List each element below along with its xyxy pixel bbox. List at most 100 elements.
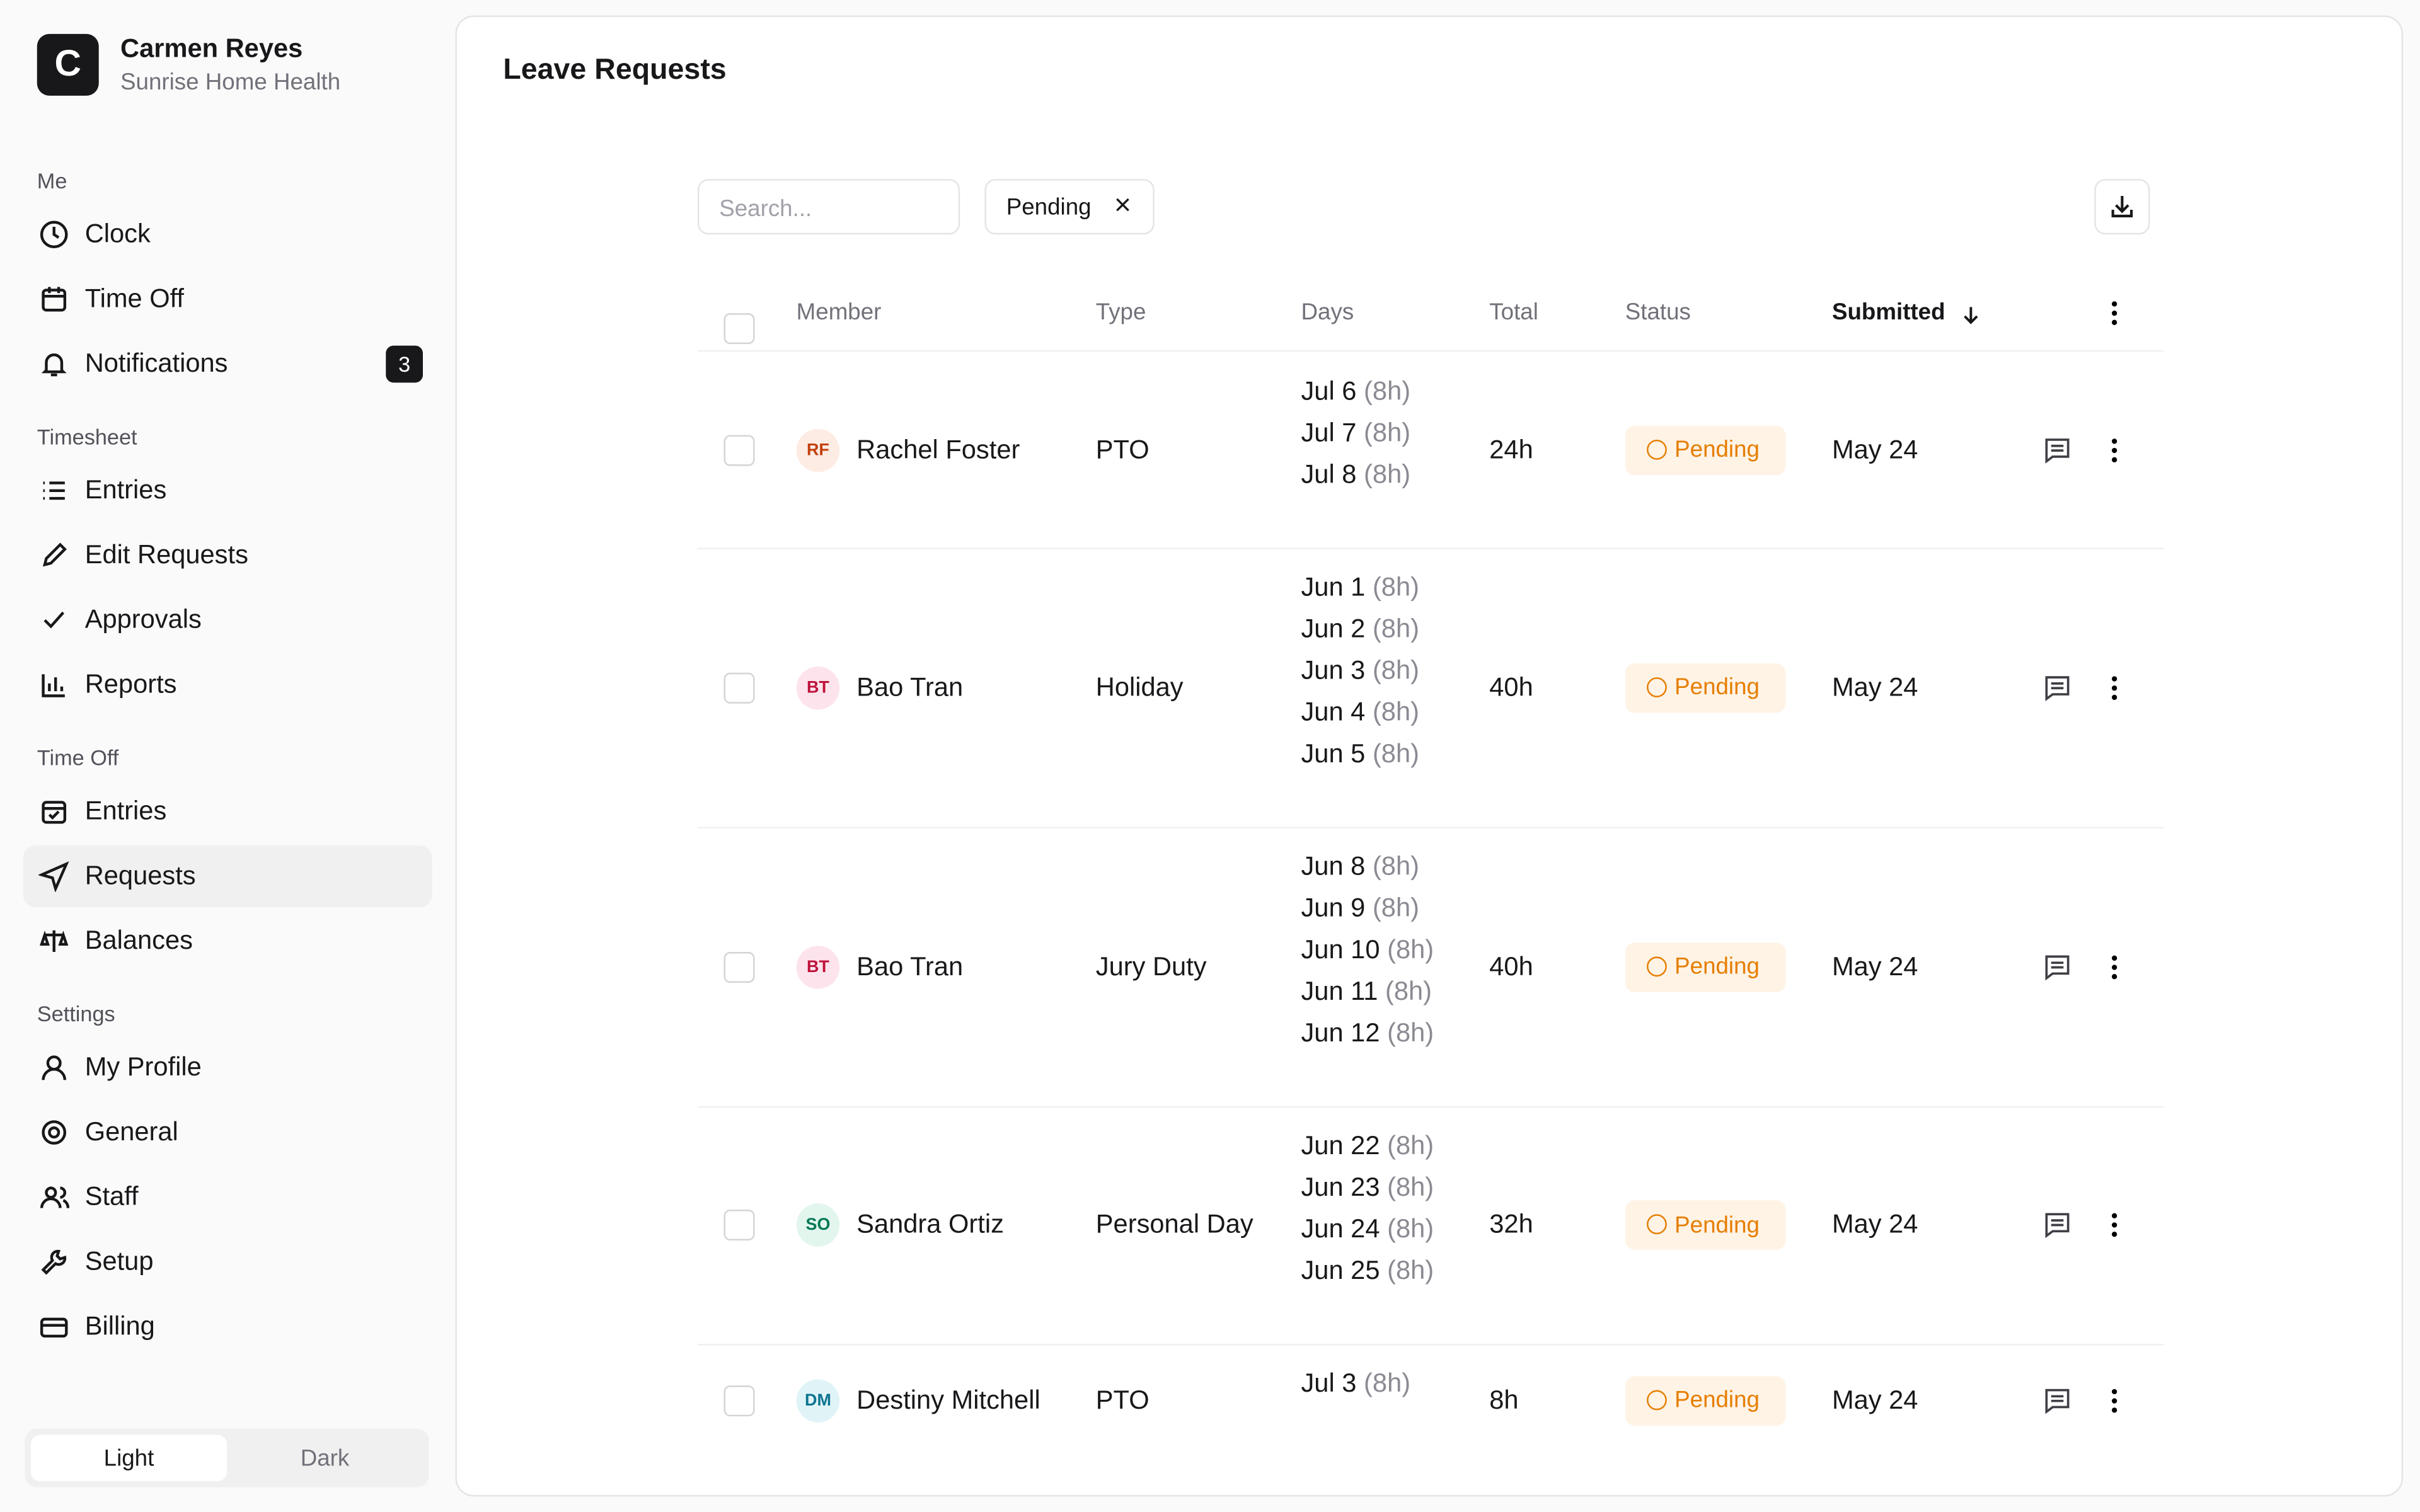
nav-icon [42,287,67,312]
day-date: Jun 8 [1301,851,1366,881]
comment-button[interactable] [2042,1210,2073,1248]
nav-label: Edit Requests [84,540,248,570]
sidebar: C Carmen Reyes Sunrise Home Health Me Clo… [0,0,454,1512]
theme-dark[interactable]: Dark [300,1445,350,1472]
day-date: Jun 9 [1301,893,1366,923]
nav-label: Clock [84,219,151,249]
leave-type: Holiday [1095,672,1184,702]
more-button[interactable] [2108,672,2121,711]
nav-item[interactable]: Reports [23,654,432,716]
day-hours: (8h) [1385,976,1432,1006]
status-badge: Pending [1625,425,1786,475]
nav-item[interactable]: My Profile [23,1037,432,1099]
filter-chip[interactable]: Pending [984,179,1155,235]
theme-light[interactable]: Light [30,1435,228,1482]
avatar: BT [796,665,840,709]
row-checkbox[interactable] [723,434,755,466]
nav-item[interactable]: Billing [23,1296,432,1358]
day-hours: (8h) [1364,459,1411,490]
nav-item[interactable]: General [23,1102,432,1164]
nav-item[interactable]: Balances [23,910,432,972]
comment-button[interactable] [2042,672,2073,711]
day-hours: (8h) [1364,418,1411,448]
nav-item[interactable]: Notifications 3 [23,333,432,395]
nav-icon [40,220,68,249]
divider [697,1344,2164,1346]
day-entry: Jun 3 (8h) [1301,656,1419,687]
day-entry: Jun 4 (8h) [1301,697,1419,728]
comment-button[interactable] [2042,434,2073,472]
logo: C [37,33,99,96]
column-header: Days [1301,299,1354,326]
day-entry: Jun 24 (8h) [1301,1214,1434,1245]
nav-label: My Profile [84,1052,202,1082]
status-badge: Pending [1625,1375,1786,1425]
row-checkbox[interactable] [723,1384,755,1416]
nav-icon [42,1055,67,1080]
row-checkbox[interactable] [723,951,755,982]
submitted: May 24 [1831,1384,1918,1414]
avatar: DM [796,1378,840,1422]
nav-item[interactable]: Setup [23,1231,432,1293]
nav-icon [43,611,65,629]
day-hours: (8h) [1364,376,1411,406]
more-button[interactable] [2108,1385,2121,1423]
column-header: Total [1489,299,1538,326]
day-hours: (8h) [1372,893,1419,923]
day-entry: Jun 23 (8h) [1301,1172,1434,1203]
sort-icon [1960,304,1981,333]
column-header[interactable]: Submitted [1831,299,1945,326]
day-hours: (8h) [1372,739,1419,769]
nav-icon [40,930,69,953]
day-entry: Jun 12 (8h) [1301,1018,1434,1049]
submitted: May 24 [1831,672,1918,702]
nav-label: Requests [84,861,196,891]
nav-label: Entries [84,796,167,826]
day-entry: Jul 7 (8h) [1301,418,1410,449]
more-button[interactable] [2108,298,2121,336]
select-all[interactable] [723,313,755,345]
submitted: May 24 [1831,951,1918,981]
nav-item[interactable]: Clock [23,203,432,265]
avatar: SO [796,1203,840,1247]
nav-item[interactable]: Entries [23,460,432,522]
day-entry: Jun 5 (8h) [1301,739,1419,770]
day-date: Jun 3 [1301,655,1366,685]
more-button[interactable] [2108,951,2121,990]
nav-item[interactable]: Requests [23,845,432,908]
day-date: Jun 10 [1301,935,1380,965]
nav-item[interactable]: Staff [23,1166,432,1228]
more-button[interactable] [2108,1210,2121,1248]
download-button[interactable] [2094,179,2150,235]
day-date: Jul 7 [1301,418,1357,448]
avatar: RF [796,428,840,472]
nav-item[interactable]: Approvals [23,590,432,651]
total: 24h [1489,434,1533,464]
day-hours: (8h) [1372,614,1419,644]
comment-button[interactable] [2042,951,2073,990]
nav-item[interactable]: Time Off [23,268,432,330]
day-date: Jun 2 [1301,614,1366,644]
row-checkbox[interactable] [723,672,755,703]
submitted: May 24 [1831,434,1918,464]
row-checkbox[interactable] [723,1210,755,1240]
total: 8h [1489,1384,1519,1414]
day-entry: Jun 10 (8h) [1301,935,1434,966]
nav-section-title: Time Off [37,745,119,770]
divider [697,547,2164,549]
submitted: May 24 [1831,1210,1918,1239]
nav-item[interactable]: Edit Requests [23,525,432,587]
search-input[interactable]: Search... [697,179,960,235]
total: 32h [1489,1210,1533,1239]
comment-button[interactable] [2042,1385,2073,1423]
nav-icon [42,542,67,567]
day-entry: Jun 22 (8h) [1301,1131,1434,1162]
nav-icon [42,1120,67,1145]
day-date: Jun 25 [1301,1256,1380,1286]
more-button[interactable] [2108,434,2121,472]
nav-icon [40,1317,68,1338]
nav-label: Time Off [84,284,185,314]
leave-type: PTO [1095,1384,1150,1414]
day-date: Jun 11 [1301,976,1378,1006]
nav-item[interactable]: Entries [23,781,432,842]
